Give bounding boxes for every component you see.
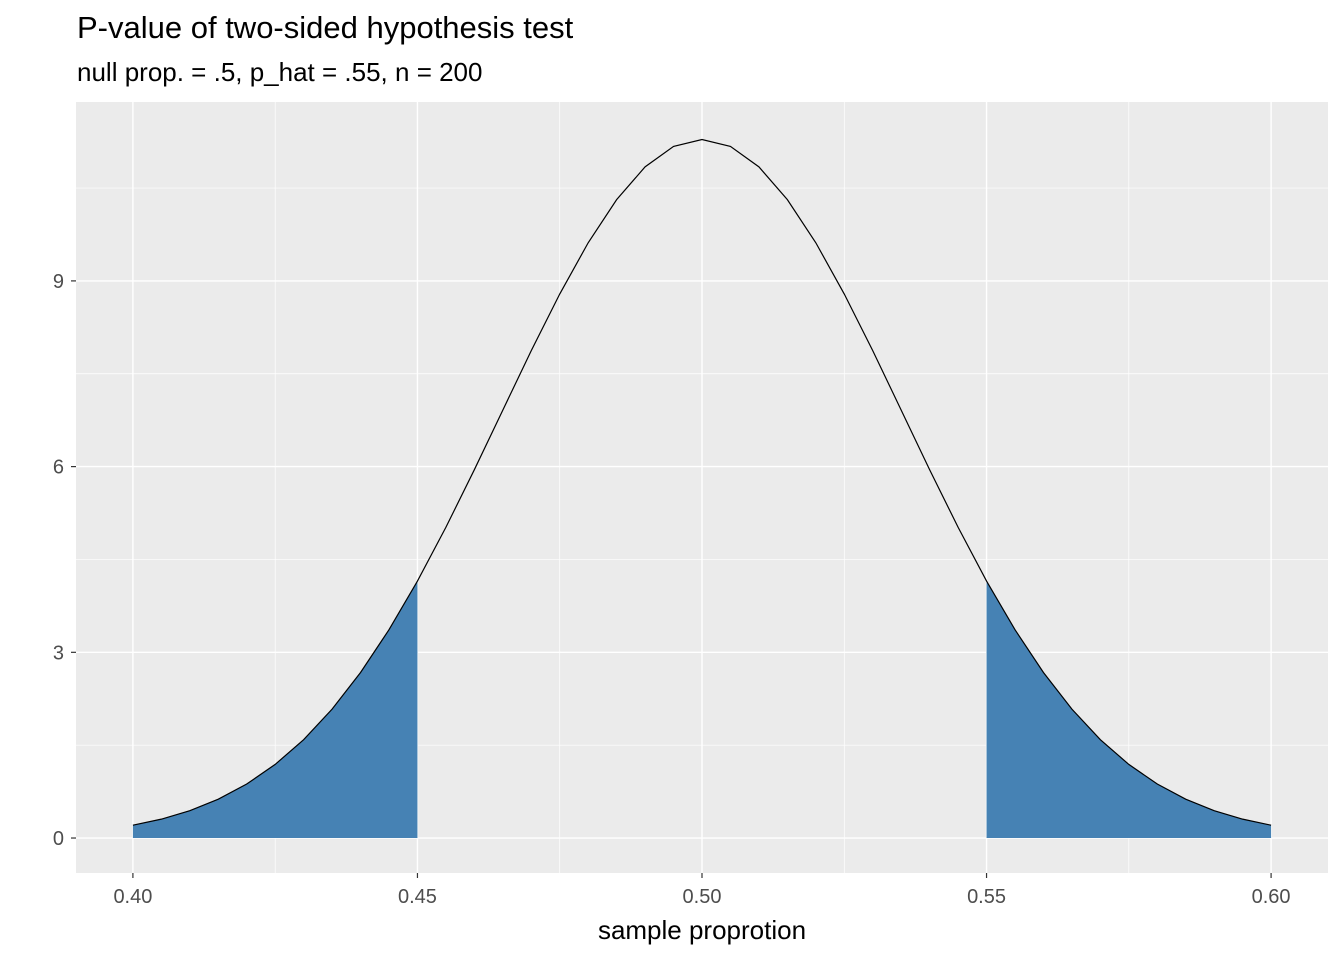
chart-title: P-value of two-sided hypothesis test xyxy=(77,10,574,45)
y-tick-label: 0 xyxy=(53,828,64,850)
x-tick-label: 0.60 xyxy=(1252,886,1291,908)
x-axis-title: sample proprotion xyxy=(598,915,806,945)
right-tail-area xyxy=(986,581,1272,839)
density-curve xyxy=(132,138,1272,826)
chart-subtitle: null prop. = .5, p_hat = .55, n = 200 xyxy=(77,57,483,87)
left-tail-area xyxy=(132,581,418,839)
y-tick-label: 6 xyxy=(53,457,64,479)
y-tick-label: 3 xyxy=(53,642,64,664)
x-tick-label: 0.50 xyxy=(683,886,722,908)
x-tick-label: 0.55 xyxy=(967,886,1006,908)
y-tick-label: 9 xyxy=(53,271,64,293)
x-tick-label: 0.45 xyxy=(398,886,437,908)
x-tick-label: 0.40 xyxy=(113,886,152,908)
